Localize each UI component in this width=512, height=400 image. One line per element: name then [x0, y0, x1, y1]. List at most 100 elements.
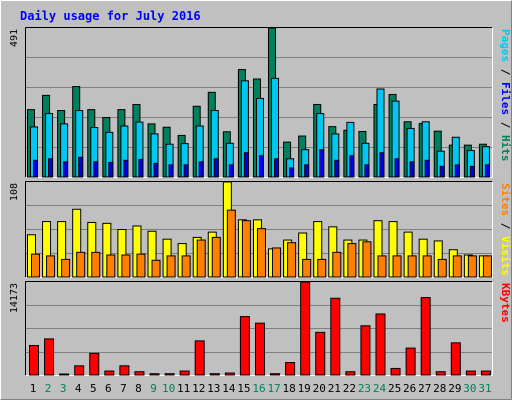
- sites-bar: [422, 255, 432, 278]
- kbytes-bar: [149, 373, 160, 376]
- sites-bar: [76, 251, 86, 278]
- sites-bar: [467, 255, 477, 278]
- sites-bar: [106, 254, 116, 278]
- sites-bar: [196, 239, 206, 278]
- x-tick-label: 19: [298, 382, 311, 395]
- sites-bar: [287, 242, 297, 278]
- sites-bar: [121, 254, 131, 278]
- pages-bar: [198, 161, 204, 178]
- hits-files-pages-ymax-label: 491: [9, 29, 20, 47]
- hits-files-pages-legend-label: Pages / Files / Hits: [499, 29, 512, 162]
- pages-bar: [78, 156, 84, 178]
- sites-bar: [362, 241, 372, 278]
- kbytes-bar: [119, 365, 130, 376]
- x-tick-label: 28: [433, 382, 446, 395]
- kbytes-bar: [224, 372, 235, 376]
- kbytes-bar: [345, 371, 356, 376]
- pages-bar: [63, 161, 69, 178]
- x-tick-label: 22: [343, 382, 356, 395]
- kbytes-bar: [134, 371, 145, 376]
- x-tick-label: 18: [283, 382, 296, 395]
- sites-bar: [482, 255, 492, 278]
- pages-bar: [183, 164, 189, 178]
- visits-sites-ymax-label: 108: [9, 183, 20, 201]
- x-tick-label: 17: [267, 382, 280, 395]
- x-tick-label: 20: [313, 382, 326, 395]
- pages-bar: [274, 158, 280, 178]
- sites-bar: [437, 258, 447, 278]
- hits-files-pages-legend-part: Pages: [499, 29, 512, 62]
- sites-bar: [317, 258, 327, 278]
- kbytes-bar: [480, 370, 491, 376]
- kbytes-legend-part: KBytes: [499, 283, 512, 323]
- sites-bar: [452, 255, 462, 278]
- kbytes-ymax-label: 14173: [9, 283, 20, 313]
- kbytes-bar: [89, 352, 100, 376]
- pages-bar: [213, 158, 219, 178]
- sites-bar: [136, 253, 146, 278]
- kbytes-bar: [44, 338, 55, 376]
- sites-bar: [181, 255, 191, 278]
- pages-bar: [228, 164, 234, 178]
- sites-bar: [226, 209, 236, 278]
- kbytes-bar: [104, 370, 115, 376]
- pages-bar: [93, 161, 99, 178]
- kbytes-bar: [435, 371, 446, 376]
- kbytes-bar: [360, 325, 371, 376]
- pages-bar: [33, 159, 38, 178]
- kbytes-bar: [285, 362, 296, 376]
- sites-bar: [272, 247, 282, 278]
- sites-bar: [61, 258, 71, 278]
- pages-bar: [289, 167, 295, 178]
- kbytes-bar: [330, 297, 341, 376]
- sites-bar: [407, 255, 417, 278]
- kbytes-bar: [209, 373, 220, 376]
- kbytes-bar: [405, 347, 416, 376]
- kbytes-bar: [74, 365, 85, 376]
- sites-bar: [332, 251, 342, 278]
- kbytes-bar: [420, 297, 431, 376]
- x-tick-label: 26: [403, 382, 416, 395]
- kbytes-bar: [194, 340, 205, 376]
- hits-files-pages-legend-part: Files: [499, 82, 512, 115]
- pages-bar: [319, 149, 325, 178]
- x-tick-label: 3: [60, 382, 67, 395]
- x-tick-label: 4: [75, 382, 82, 395]
- x-tick-label: 15: [237, 382, 250, 395]
- x-tick-label: 9: [150, 382, 157, 395]
- sites-bar: [31, 253, 40, 278]
- kbytes-bar: [164, 373, 175, 376]
- visits-sites-legend-part: /: [499, 216, 512, 236]
- pages-bar: [364, 164, 370, 178]
- pages-bar: [394, 158, 400, 178]
- x-tick-label: 29: [448, 382, 461, 395]
- pages-bar: [469, 165, 475, 178]
- kbytes-bar: [59, 373, 70, 376]
- visits-sites-legend-part: Sites: [499, 183, 512, 216]
- sites-bar: [151, 259, 161, 278]
- pages-bar: [439, 165, 445, 178]
- x-axis-labels: 1 2 3 4 5 6 7 8 9 10 11 12 13 14 15 16 17 18 19 20 21 22 23 24 2…: [30, 382, 492, 395]
- kbytes-bar: [179, 370, 190, 376]
- sites-bar: [211, 236, 221, 278]
- pages-bar: [409, 161, 415, 178]
- x-tick-label: 16: [252, 382, 265, 395]
- kbytes-bar: [465, 370, 476, 376]
- visits-sites-legend-label: Sites / Visits: [499, 183, 512, 276]
- hits-files-pages-panel: 491 Pages / Files / Hits: [9, 27, 512, 178]
- sites-bar: [392, 255, 402, 278]
- x-tick-label: 12: [192, 382, 205, 395]
- sites-bar: [377, 255, 387, 278]
- x-tick-label: 25: [388, 382, 401, 395]
- x-tick-label: 31: [478, 382, 491, 395]
- kbytes-bar: [29, 344, 39, 376]
- pages-bar: [454, 164, 460, 178]
- kbytes-panel: 14173 KBytes: [9, 281, 512, 376]
- pages-bar: [153, 162, 159, 178]
- pages-bar: [349, 155, 355, 178]
- x-tick-label: 5: [90, 382, 97, 395]
- pages-bar: [258, 155, 264, 178]
- kbytes-bar: [390, 367, 401, 376]
